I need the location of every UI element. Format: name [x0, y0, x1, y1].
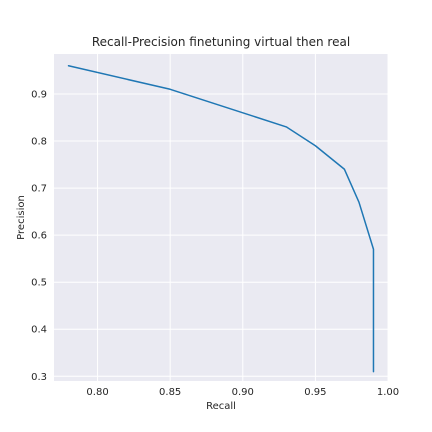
y-tick-label: 0.6	[31, 231, 47, 242]
y-tick-label: 0.5	[31, 278, 47, 289]
y-tick-label: 0.3	[31, 372, 47, 383]
y-tick-label: 0.4	[31, 325, 47, 336]
x-tick-label: 0.80	[86, 387, 108, 398]
x-axis-label: Recall	[206, 401, 236, 412]
chart-title: Recall-Precision finetuning virtual then…	[92, 35, 350, 49]
x-tick-label: 0.90	[232, 387, 254, 398]
y-axis-label: Precision	[16, 195, 27, 240]
series-line	[67, 65, 375, 373]
x-tick-label: 1.00	[377, 387, 399, 398]
y-tick-label: 0.7	[31, 184, 47, 195]
y-tick-label: 0.9	[31, 89, 47, 100]
x-tick-label: 0.85	[159, 387, 181, 398]
plot-area	[54, 54, 388, 381]
grid-lines	[54, 54, 389, 381]
x-tick-label: 0.95	[304, 387, 326, 398]
series-layer	[67, 65, 375, 373]
y-tick-label: 0.8	[31, 137, 47, 148]
x-axis-ticks: 0.80 0.85 0.90 0.95 1.00	[86, 387, 399, 398]
y-axis-ticks: 0.3 0.4 0.5 0.6 0.7 0.8 0.9	[31, 89, 47, 382]
